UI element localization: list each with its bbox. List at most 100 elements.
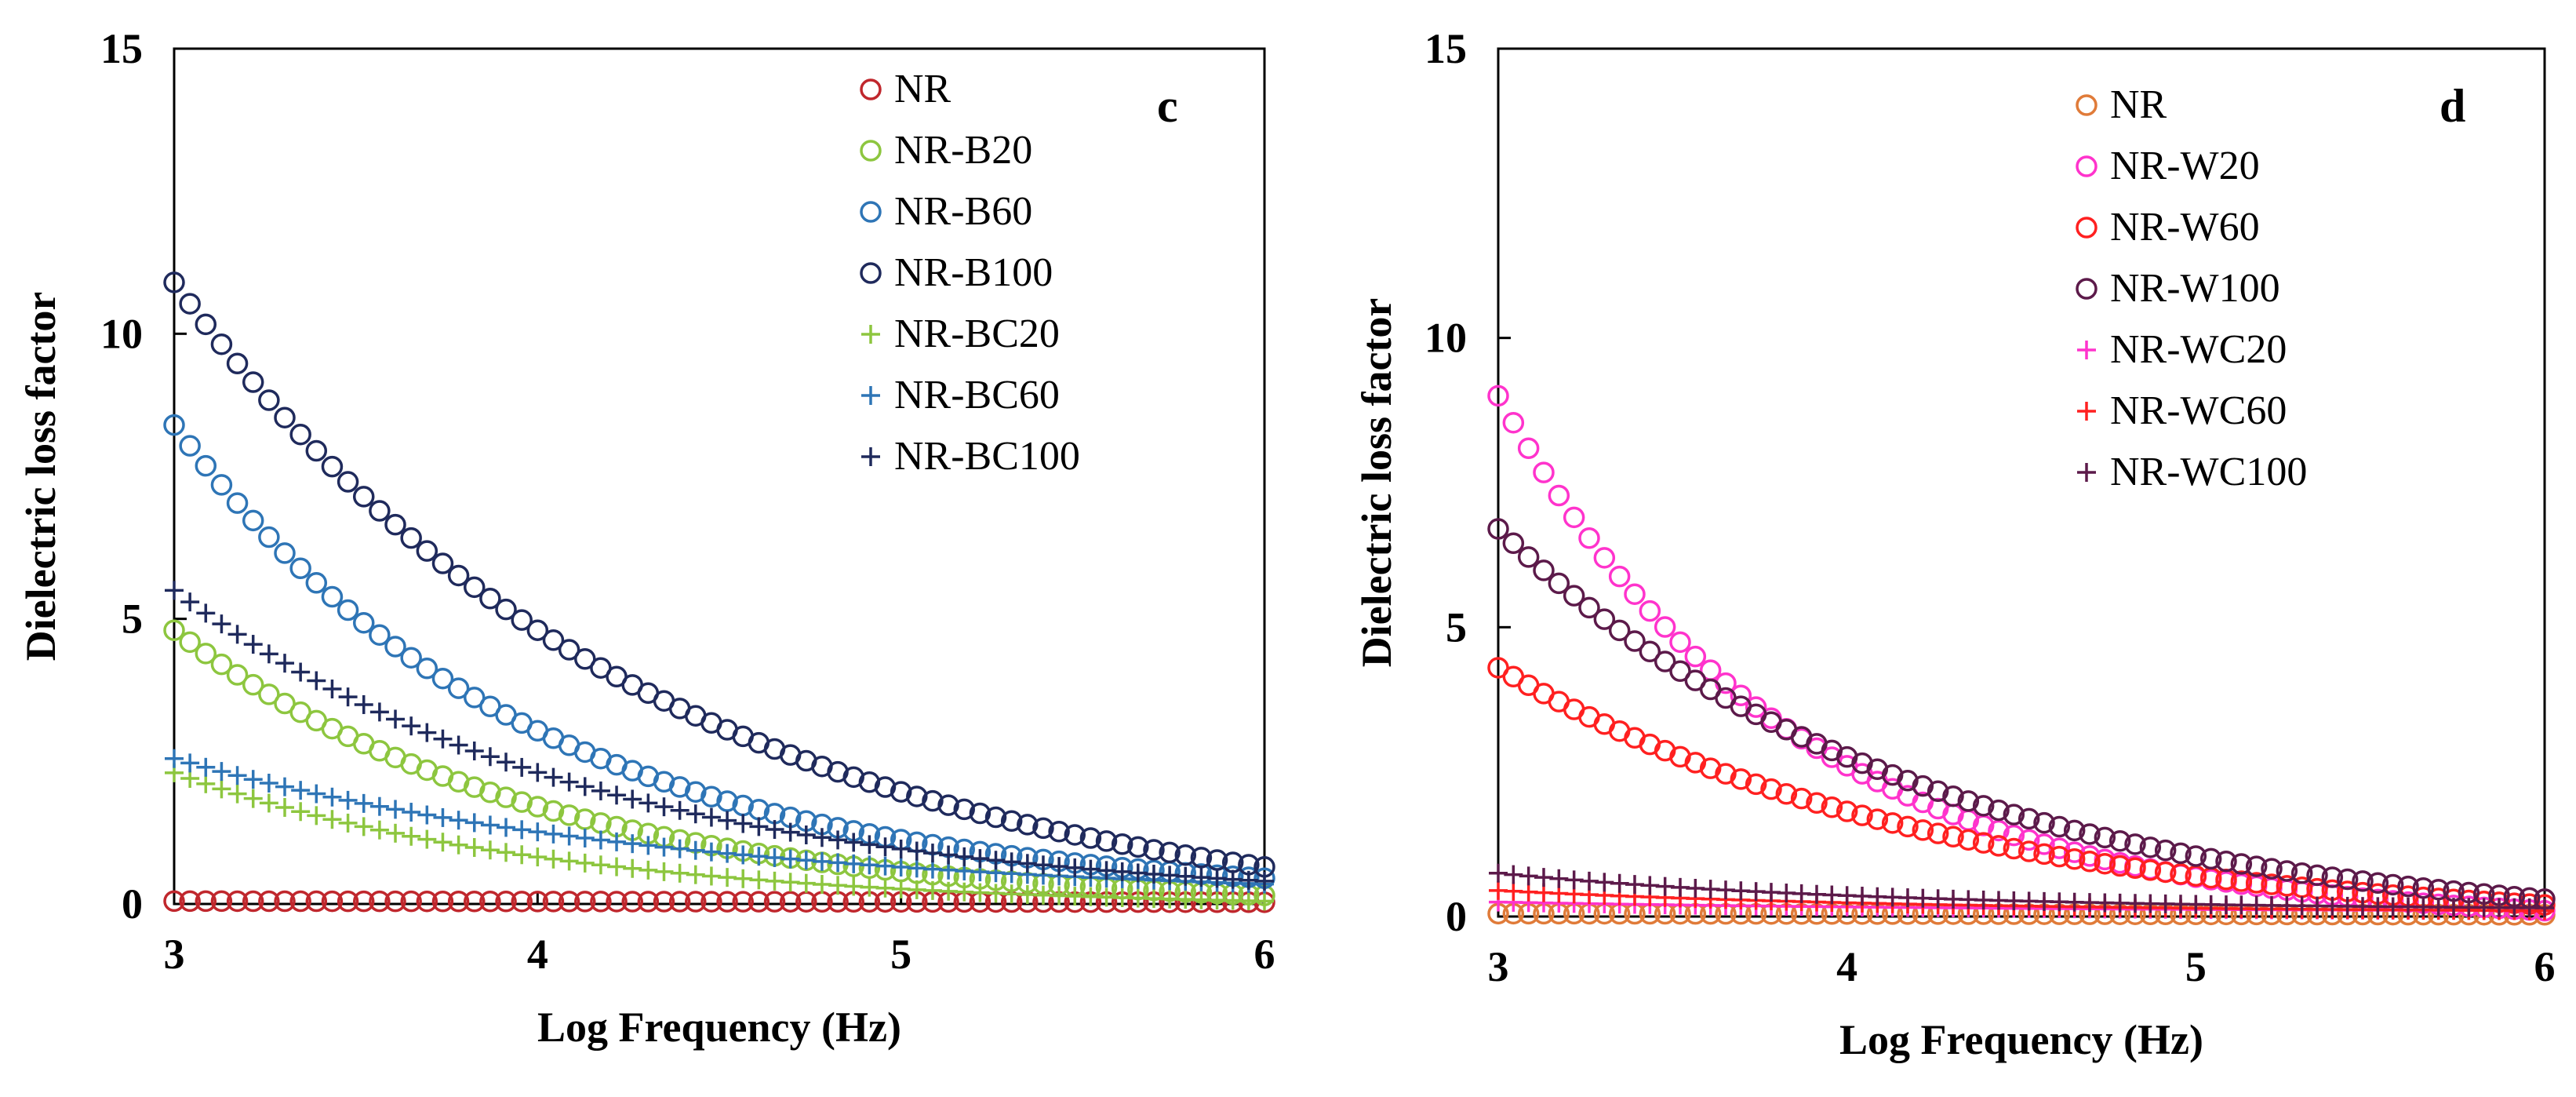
data-point <box>1624 630 1646 652</box>
data-point <box>196 603 216 623</box>
data-point <box>970 849 990 869</box>
data-point <box>511 791 533 813</box>
data-point <box>1912 774 1934 797</box>
data-point <box>1927 822 1949 844</box>
data-point <box>1048 820 1070 843</box>
legend-label: NR-B60 <box>894 189 1032 234</box>
chart-panel-c: 0 5 10 15 3 4 5 6 Log Frequency (Hz) Dielectric l… <box>17 25 1275 1051</box>
data-point <box>2063 848 2086 870</box>
data-point <box>2230 853 2253 875</box>
data-point <box>274 406 296 428</box>
data-point <box>890 781 912 803</box>
data-point <box>654 837 674 857</box>
x-tick-label: 5 <box>2185 943 2207 990</box>
data-point <box>700 785 722 807</box>
data-point <box>1112 862 1132 881</box>
data-point <box>765 820 784 840</box>
legend-marker <box>860 262 882 284</box>
data-point <box>210 333 233 355</box>
data-point <box>1002 884 1021 904</box>
data-point <box>431 667 454 690</box>
y-axis-label: Dielectric loss factor <box>17 292 64 661</box>
data-point <box>212 614 231 634</box>
data-point <box>2245 855 2268 877</box>
data-point <box>497 843 516 862</box>
data-point <box>226 890 249 913</box>
data-point <box>210 890 233 913</box>
data-point <box>1111 833 1133 855</box>
data-point <box>2412 877 2435 899</box>
data-point <box>163 619 185 641</box>
data-point <box>922 859 942 879</box>
data-point <box>749 817 769 836</box>
data-point <box>939 881 959 901</box>
legend: NR NR-B20 NR-B60 NR-B100 NR-BC20 NR-BC60 NR-BC… <box>860 67 1080 479</box>
data-point <box>891 858 911 877</box>
data-point <box>1000 810 1023 833</box>
legend-marker <box>2077 463 2096 482</box>
data-point <box>2381 873 2404 896</box>
data-point <box>779 891 802 913</box>
legend-label: NR <box>894 67 951 111</box>
y-axis-label: Dielectric loss factor <box>1353 298 1400 668</box>
data-point <box>227 766 247 785</box>
data-point <box>2048 815 2071 838</box>
data-point <box>1821 796 1843 818</box>
data-point <box>875 856 895 876</box>
data-point <box>891 839 911 858</box>
data-point <box>1487 384 1509 407</box>
data-point <box>196 757 216 777</box>
data-point <box>179 293 201 315</box>
data-point <box>275 777 295 796</box>
data-point <box>1223 869 1243 889</box>
data-point <box>780 873 800 892</box>
data-point <box>716 790 738 812</box>
data-point <box>542 629 565 651</box>
data-point <box>2215 851 2237 873</box>
data-point <box>464 813 484 833</box>
data-point <box>431 552 454 574</box>
data-point <box>464 687 486 709</box>
data-point <box>163 414 185 436</box>
data-point <box>874 776 897 798</box>
data-point <box>464 891 486 913</box>
data-point <box>2094 852 2116 875</box>
data-point <box>1836 800 1858 822</box>
data-point <box>242 371 264 393</box>
series-NR-BC60 <box>165 749 1274 894</box>
data-point <box>718 811 737 830</box>
data-point <box>607 857 627 877</box>
x-tick-label: 4 <box>527 931 548 978</box>
y-tick-label: 0 <box>122 880 143 928</box>
data-point <box>416 540 438 562</box>
data-point <box>1730 768 1752 790</box>
data-point <box>685 781 707 803</box>
data-point <box>844 833 864 852</box>
data-point <box>386 823 406 843</box>
data-point <box>875 837 895 857</box>
data-point <box>733 814 753 833</box>
data-point <box>1760 778 1782 800</box>
data-point <box>2535 898 2554 917</box>
data-point <box>1806 792 1828 815</box>
data-point <box>1942 825 1964 848</box>
data-point <box>307 784 326 804</box>
data-point <box>1192 868 1211 887</box>
data-point <box>716 891 738 913</box>
data-point <box>907 841 926 861</box>
data-point <box>447 564 470 587</box>
data-point <box>575 829 595 848</box>
data-point <box>163 890 185 913</box>
data-point <box>210 474 233 496</box>
data-point <box>1972 795 1995 817</box>
data-point <box>860 855 879 875</box>
data-point <box>369 890 391 913</box>
data-point <box>369 702 389 722</box>
data-point <box>259 793 278 813</box>
data-point <box>2154 839 2177 862</box>
legend-label: NR-BC60 <box>894 373 1060 417</box>
data-point <box>354 817 373 836</box>
data-point <box>639 793 658 813</box>
series-NR-B100 <box>163 272 1275 878</box>
data-point <box>955 847 974 866</box>
